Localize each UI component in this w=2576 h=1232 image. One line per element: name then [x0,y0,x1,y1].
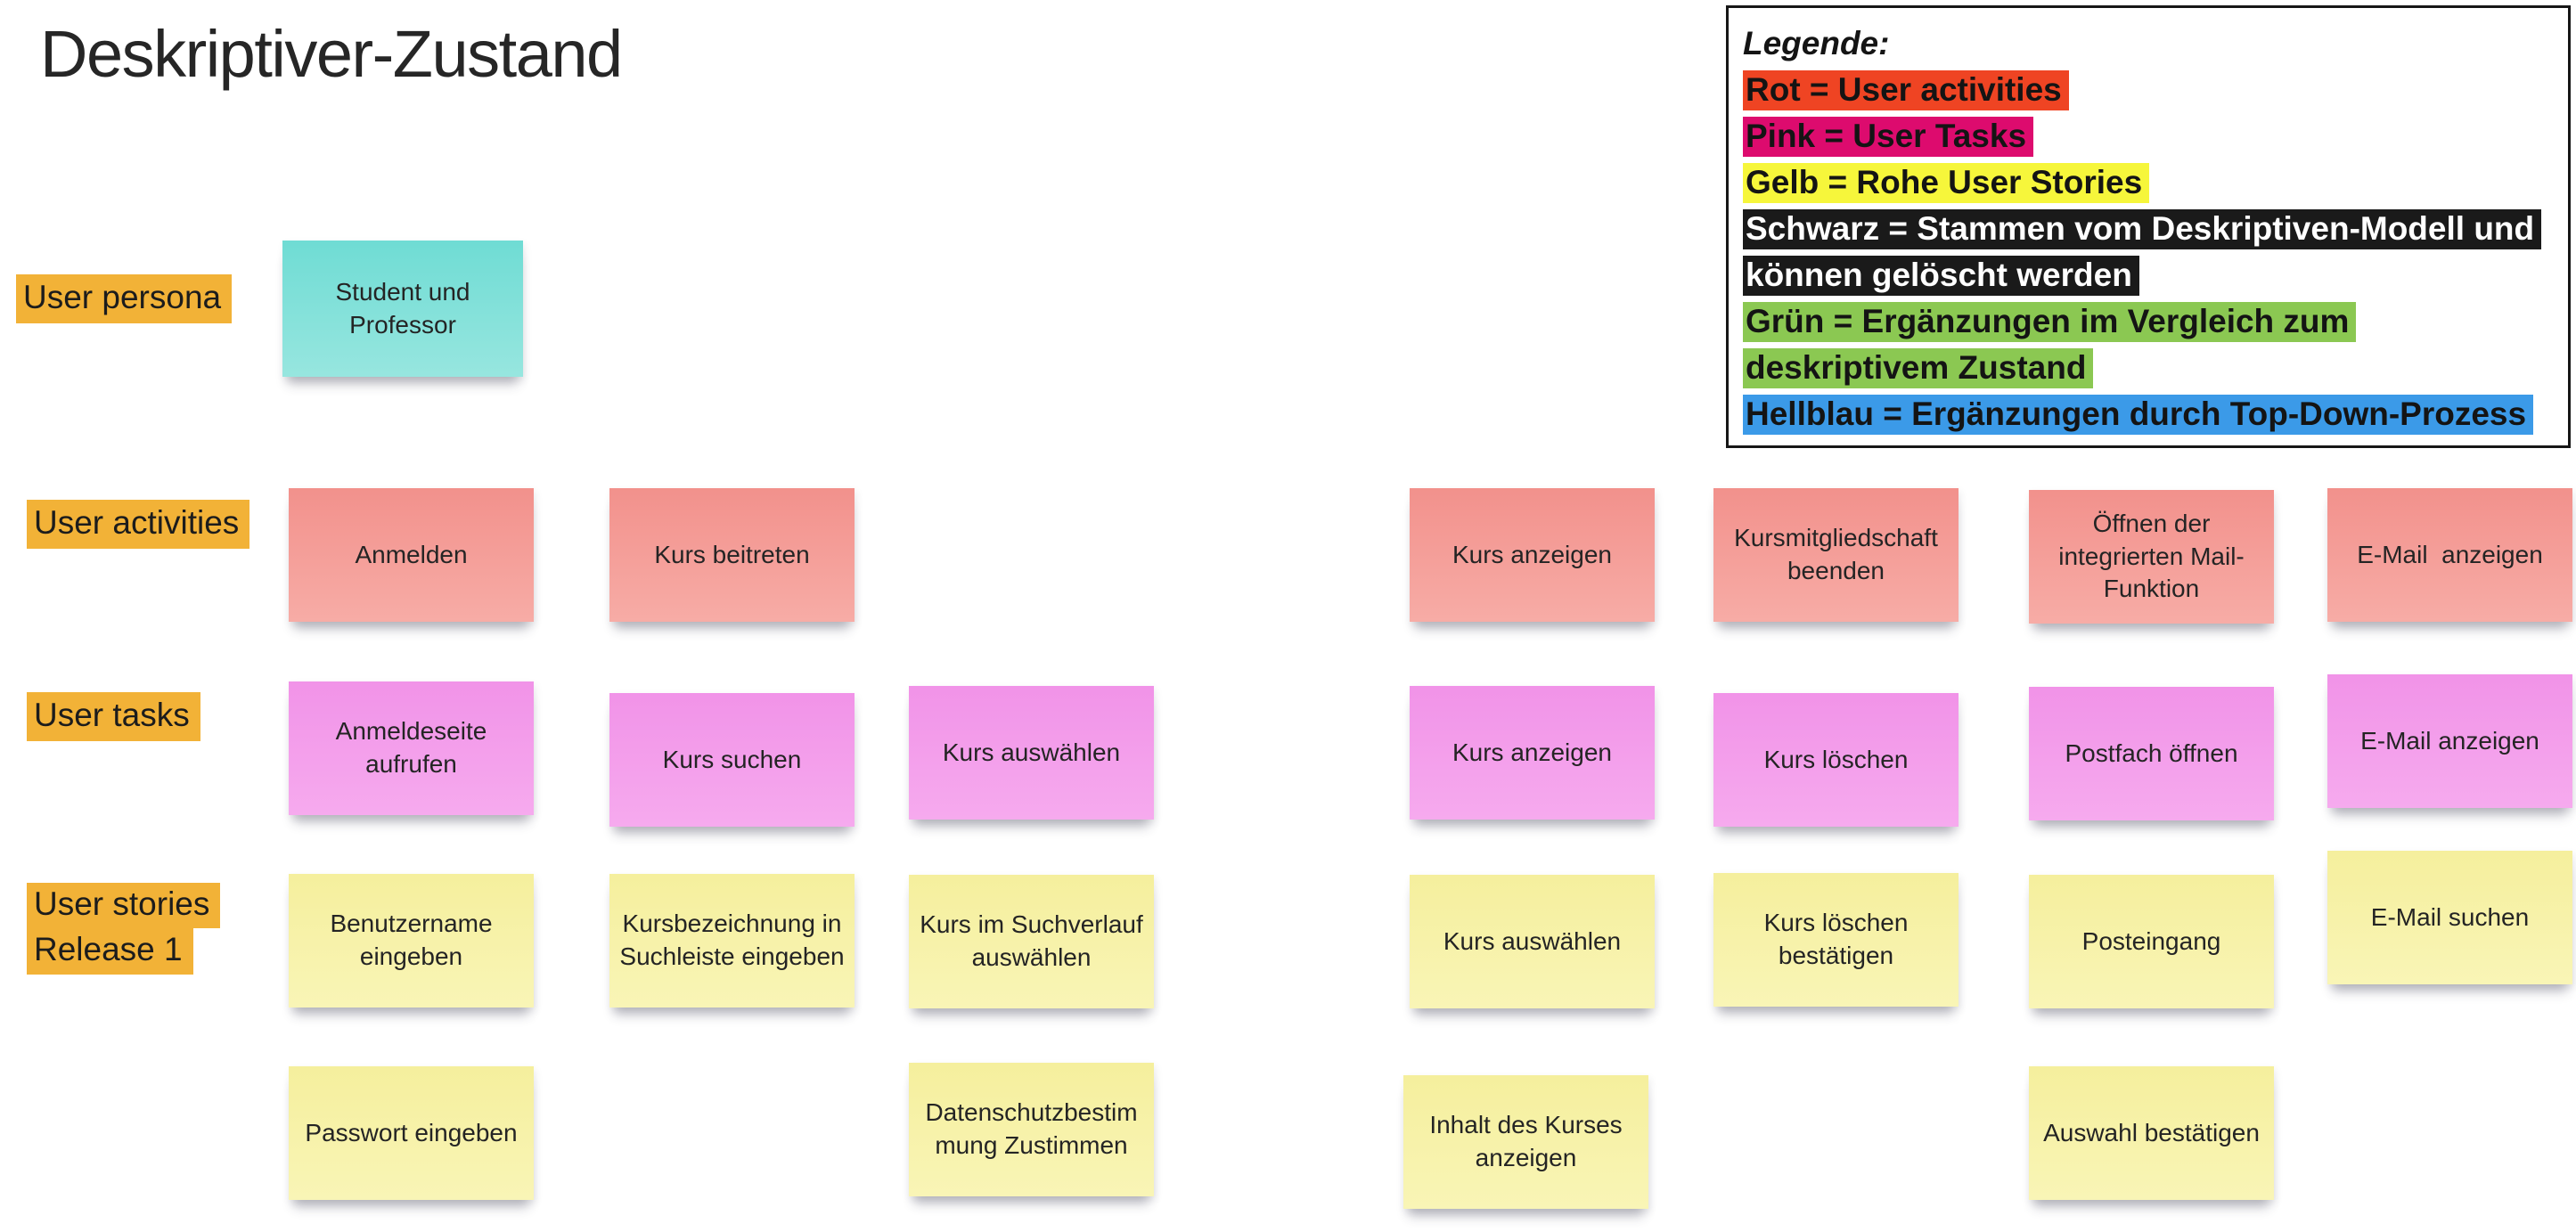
note-kurs-anzeigen-task[interactable]: Kurs anzeigen [1410,686,1655,820]
note-kursmitgliedschaft-beenden[interactable]: Kursmitgliedschaft beenden [1713,488,1959,622]
legend-item-rot: Rot = User activities [1743,67,2554,113]
row-label-user-stories: User stories Release 1 [27,883,221,975]
note-datenschutz-zustimmen[interactable]: Datenschutzbestimmung Zustimmen [909,1063,1154,1196]
note-benutzername-eingeben[interactable]: Benutzername eingeben [289,874,534,1008]
row-label-user-stories-line1: User stories [27,883,221,929]
legend-item-schwarz: Schwarz = Stammen vom Deskriptiven-Model… [1743,206,2554,298]
note-kursbezeichnung-eingeben[interactable]: Kursbezeichnung in Suchleiste eingeben [609,874,855,1008]
note-kurs-suchen[interactable]: Kurs suchen [609,693,855,827]
note-posteingang[interactable]: Posteingang [2029,875,2274,1008]
note-kurs-loeschen[interactable]: Kurs löschen [1713,693,1959,827]
note-email-anzeigen-activity[interactable]: E-Mail anzeigen [2327,488,2572,622]
note-kurs-auswaehlen-story[interactable]: Kurs auswählen [1410,875,1655,1008]
note-passwort-eingeben[interactable]: Passwort eingeben [289,1066,534,1200]
note-kurs-anzeigen-activity[interactable]: Kurs anzeigen [1410,488,1655,622]
row-label-user-stories-line2: Release 1 [27,928,193,975]
note-student-und-professor[interactable]: Student und Professor [282,241,523,377]
note-anmelden[interactable]: Anmelden [289,488,534,622]
note-kurs-im-suchverlauf-auswaehlen[interactable]: Kurs im Suchverlauf auswählen [909,875,1154,1008]
note-kurs-loeschen-bestaetigen[interactable]: Kurs löschen bestätigen [1713,873,1959,1007]
note-oeffnen-mail-funktion[interactable]: Öffnen der integrierten Mail-Funktion [2029,490,2274,624]
note-email-suchen[interactable]: E-Mail suchen [2327,851,2572,984]
board-title: Deskriptiver-Zustand [40,17,623,91]
note-auswahl-bestaetigen[interactable]: Auswahl bestätigen [2029,1066,2274,1200]
note-postfach-oeffnen[interactable]: Postfach öffnen [2029,687,2274,820]
note-anmeldeseite-aufrufen[interactable]: Anmeldeseite aufrufen [289,681,534,815]
row-label-user-persona: User persona [16,274,233,324]
legend-heading: Legende: [1743,25,1890,61]
note-kurs-beitreten[interactable]: Kurs beitreten [609,488,855,622]
legend-item-hellblau: Hellblau = Ergänzungen durch Top-Down-Pr… [1743,391,2554,437]
row-label-user-activities: User activities [27,500,250,550]
row-label-user-tasks: User tasks [27,692,200,742]
legend-item-gruen: Grün = Ergänzungen im Vergleich zum desk… [1743,298,2554,391]
legend-item-pink: Pink = User Tasks [1743,113,2554,159]
note-inhalt-des-kurses-anzeigen[interactable]: Inhalt des Kurses anzeigen [1403,1075,1648,1209]
note-kurs-auswaehlen-task[interactable]: Kurs auswählen [909,686,1154,820]
legend-box: Legende: Rot = User activities Pink = Us… [1726,5,2571,448]
legend-item-gelb: Gelb = Rohe User Stories [1743,159,2554,206]
note-email-anzeigen-task[interactable]: E-Mail anzeigen [2327,674,2572,808]
